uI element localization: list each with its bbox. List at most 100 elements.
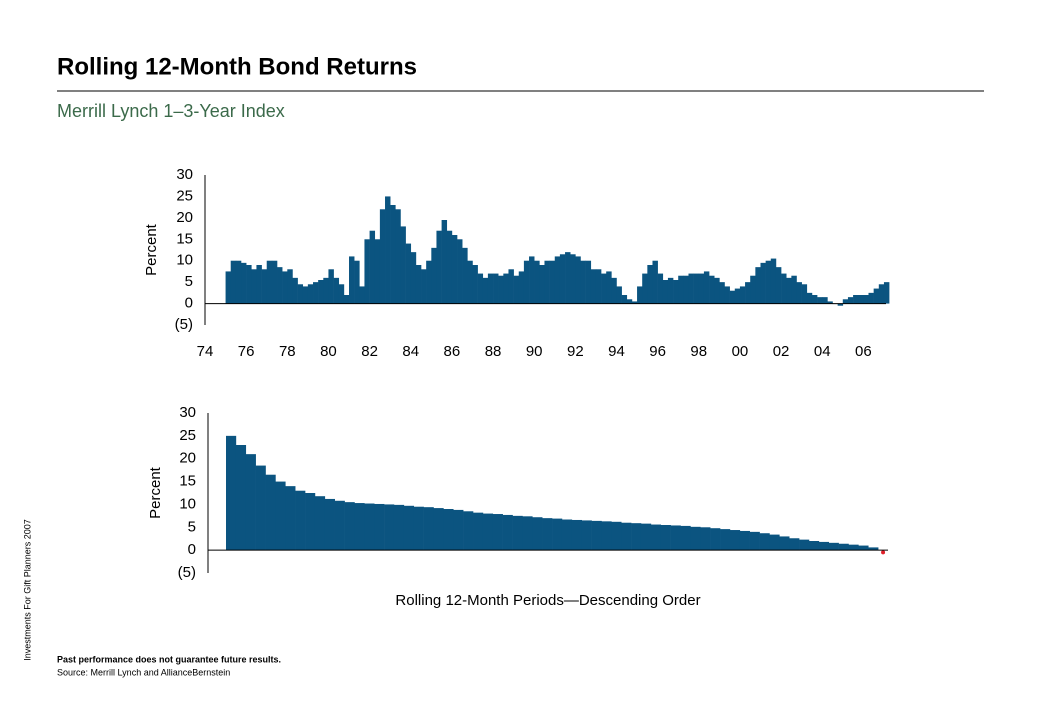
bar xyxy=(791,275,797,304)
bar xyxy=(512,515,523,551)
bar xyxy=(285,486,296,551)
bar xyxy=(251,269,257,304)
bar xyxy=(745,282,751,304)
bar xyxy=(364,503,375,551)
bar xyxy=(328,269,334,304)
bar xyxy=(241,262,247,304)
bar xyxy=(529,256,535,304)
bar xyxy=(318,280,324,304)
bar xyxy=(565,252,571,304)
bar xyxy=(482,513,494,551)
y-tick-label: 20 xyxy=(176,209,193,226)
bar xyxy=(637,286,643,304)
bar xyxy=(581,520,592,551)
source-note: Source: Merrill Lynch and AllianceBernst… xyxy=(57,667,230,677)
bar xyxy=(673,280,679,304)
bar xyxy=(640,523,652,551)
bar xyxy=(779,536,790,551)
bar xyxy=(818,541,830,551)
x-tick-label: 98 xyxy=(690,343,707,360)
bar xyxy=(729,530,741,551)
bar xyxy=(678,275,684,304)
bar xyxy=(552,518,563,551)
bar xyxy=(775,267,782,304)
bar xyxy=(801,284,808,304)
bar xyxy=(626,299,633,304)
y-tick-label: 10 xyxy=(176,252,193,269)
bar xyxy=(739,530,750,551)
bar xyxy=(446,230,453,304)
bar xyxy=(652,260,658,304)
x-tick-label: 00 xyxy=(732,343,749,360)
bar xyxy=(789,538,800,551)
bar xyxy=(822,297,828,304)
bar xyxy=(324,498,335,551)
x-tick-label: 92 xyxy=(567,343,584,360)
bar xyxy=(647,265,653,304)
bar xyxy=(554,256,561,304)
bar xyxy=(561,519,573,551)
bar xyxy=(395,209,401,304)
x-tick-label: 74 xyxy=(197,343,214,360)
bar xyxy=(575,256,581,304)
x-tick-label: 96 xyxy=(649,343,666,360)
bar xyxy=(390,205,396,304)
bar xyxy=(502,514,513,551)
bar xyxy=(868,547,879,551)
bar xyxy=(385,196,391,304)
bar xyxy=(858,545,869,551)
bar xyxy=(750,275,756,304)
bar xyxy=(410,252,417,304)
bar xyxy=(542,518,553,551)
bar xyxy=(853,295,859,304)
y-tick-label: 5 xyxy=(185,273,193,290)
bar xyxy=(595,269,602,304)
bar xyxy=(523,260,530,304)
y-tick-label: (5) xyxy=(178,564,196,581)
bar xyxy=(492,514,503,551)
bar xyxy=(230,260,237,304)
bar xyxy=(611,277,617,304)
bar xyxy=(472,265,478,304)
bar xyxy=(297,284,304,304)
bar xyxy=(571,519,583,551)
y-tick-label: 25 xyxy=(179,427,196,444)
bar xyxy=(246,265,252,304)
bar xyxy=(225,271,232,304)
bar xyxy=(344,502,355,551)
bar xyxy=(570,254,576,304)
bar xyxy=(714,277,720,304)
bar xyxy=(354,260,360,304)
bar xyxy=(441,220,448,304)
bar xyxy=(868,292,874,304)
y-tick-label: 5 xyxy=(188,518,196,535)
bar xyxy=(539,265,545,304)
bar xyxy=(453,509,464,551)
bar xyxy=(493,273,499,304)
y-tick-label: 30 xyxy=(176,166,193,183)
bar xyxy=(473,512,484,551)
bar xyxy=(226,435,237,551)
bar xyxy=(433,508,444,551)
bar xyxy=(549,260,556,304)
bar xyxy=(313,282,319,304)
bar xyxy=(277,267,283,304)
bar xyxy=(421,269,427,304)
bar xyxy=(307,284,314,304)
bar xyxy=(235,445,247,551)
bar xyxy=(508,269,514,304)
bar xyxy=(621,522,632,551)
bar xyxy=(657,273,664,304)
bar xyxy=(842,299,849,304)
bar xyxy=(559,254,566,304)
bar xyxy=(503,273,509,304)
y-tick-label: 30 xyxy=(179,404,196,421)
bar xyxy=(256,265,262,304)
bar xyxy=(314,496,326,551)
bar xyxy=(698,273,705,304)
bar xyxy=(451,235,458,304)
bar xyxy=(621,295,628,304)
bar xyxy=(873,288,880,304)
bar xyxy=(631,523,642,551)
